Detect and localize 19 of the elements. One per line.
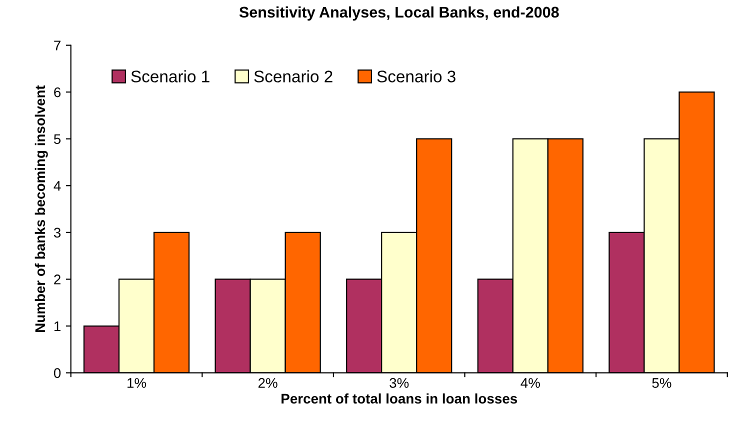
y-tick-label: 2 — [54, 274, 60, 284]
y-tick-label: 7 — [54, 40, 60, 50]
y-tick-label: 5 — [54, 134, 61, 144]
x-tick-label: 5% — [652, 378, 672, 388]
y-tick-label: 1 — [54, 322, 60, 332]
x-tick-label: 4% — [520, 378, 540, 388]
y-tick-label: 4 — [54, 181, 61, 191]
x-axis-title: Percent of total loans in loan losses — [282, 393, 518, 404]
y-tick-label: 0 — [54, 368, 61, 378]
y-tick-label: 6 — [54, 87, 61, 98]
legend-label: Scenario 3 — [377, 70, 456, 82]
legend-label: Scenario 2 — [254, 70, 332, 82]
chart-title: Sensitivity Analyses, Local Banks, end-2008 — [239, 6, 559, 21]
x-tick-label: 2% — [258, 378, 278, 388]
x-tick-label: 1% — [128, 378, 146, 388]
y-axis-title: Number of banks becoming insolvent — [34, 85, 48, 332]
legend-label: Scenario 1 — [131, 70, 210, 82]
y-tick-label: 3 — [54, 228, 61, 238]
x-tick-label: 3% — [390, 378, 409, 388]
